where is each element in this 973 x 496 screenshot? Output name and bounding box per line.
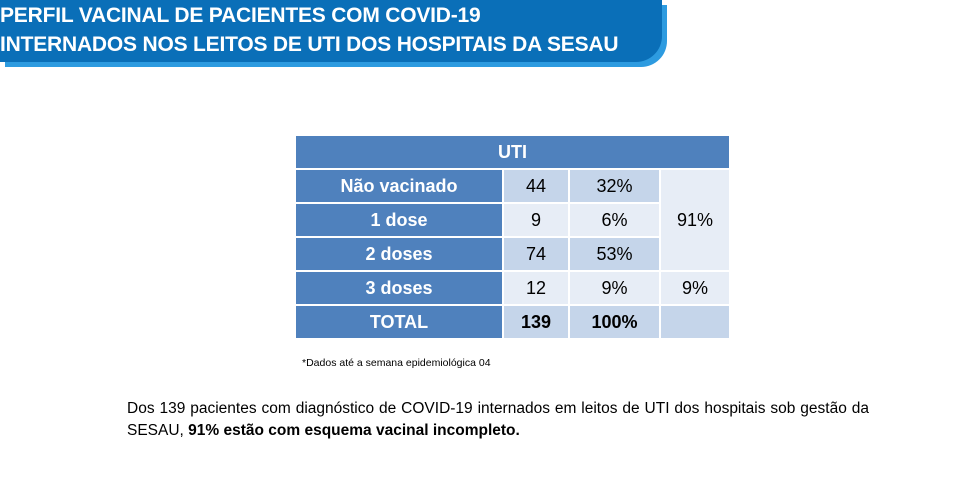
row-percent: 9% [568, 270, 661, 306]
title-line-2: INTERNADOS NOS LEITOS DE UTI DOS HOSPITA… [0, 33, 619, 56]
total-count: 139 [502, 304, 570, 340]
table-header-row: UTI [294, 134, 731, 170]
summary-paragraph: Dos 139 pacientes com diagnóstico de COV… [127, 398, 869, 442]
complete-group-percent: 9% [659, 270, 731, 306]
row-count: 12 [502, 270, 570, 306]
row-label: 2 doses [294, 236, 504, 272]
vaccination-table: UTI Não vacinado 44 32% 91% 1 dose 9 6% … [294, 134, 731, 340]
row-percent: 32% [568, 168, 661, 204]
row-percent: 53% [568, 236, 661, 272]
title-banner: PERFIL VACINAL DE PACIENTES COM COVID-19… [0, 0, 662, 62]
table-row: Não vacinado 44 32% 91% [294, 168, 731, 272]
total-percent: 100% [568, 304, 661, 340]
title-line-1: PERFIL VACINAL DE PACIENTES COM COVID-19 [0, 4, 481, 27]
row-count: 9 [502, 202, 570, 238]
footnote: *Dados até a semana epidemiológica 04 [302, 357, 491, 369]
row-label: 3 doses [294, 270, 504, 306]
row-count: 74 [502, 236, 570, 272]
row-label: Não vacinado [294, 168, 504, 204]
summary-text: Dos 139 pacientes com diagnóstico de COV… [127, 400, 869, 439]
table-row: 1 dose 9 6% [294, 202, 730, 238]
table-header-uti: UTI [294, 134, 731, 170]
table-row: 3 doses 12 9% 9% [294, 270, 731, 306]
table-row: 2 doses 74 53% [294, 236, 730, 272]
row-count: 44 [502, 168, 570, 204]
table-total-row: TOTAL 139 100% [294, 304, 731, 340]
incomplete-group-percent: 91% [659, 168, 731, 272]
row-percent: 6% [568, 202, 661, 238]
total-empty-cell [659, 304, 731, 340]
summary-highlight: 91% estão com esquema vacinal incompleto… [188, 422, 520, 439]
row-label: 1 dose [294, 202, 504, 238]
total-label: TOTAL [294, 304, 504, 340]
